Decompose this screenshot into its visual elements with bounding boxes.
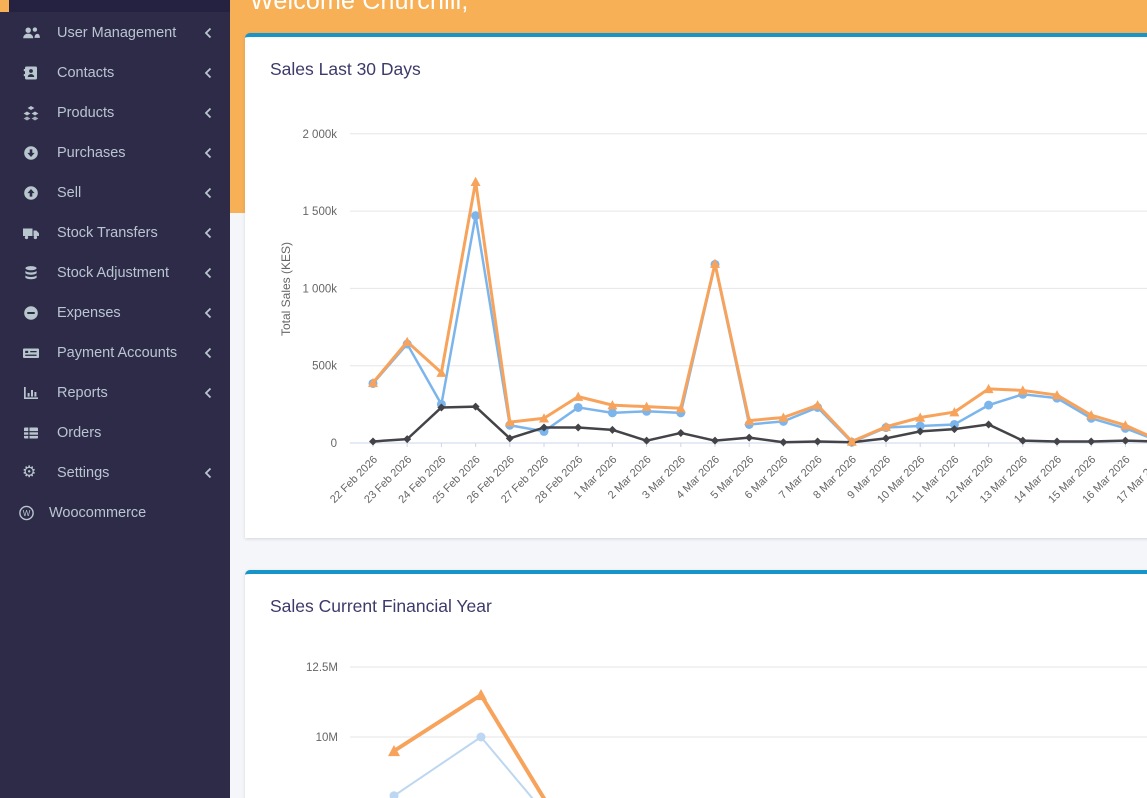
sidebar-item-contacts[interactable]: Contacts (0, 53, 230, 93)
svg-text:1 000k: 1 000k (302, 283, 337, 295)
bar-chart-icon (22, 385, 48, 401)
chevron-left-icon (204, 387, 212, 399)
chevron-left-icon (204, 67, 212, 79)
sidebar-item-label: Stock Adjustment (57, 265, 170, 281)
svg-text:10M: 10M (316, 732, 338, 744)
arrow-circle-up-icon (22, 185, 48, 201)
svg-text:0: 0 (331, 438, 337, 450)
chevron-left-icon (204, 307, 212, 319)
sidebar-item-label: Orders (57, 425, 102, 441)
sidebar-item-user-management[interactable]: User Management (0, 13, 230, 53)
sidebar-item-label: Reports (57, 385, 108, 401)
cubes-icon (22, 105, 48, 121)
svg-text:500k: 500k (312, 361, 337, 373)
database-icon (22, 265, 48, 281)
chevron-left-icon (204, 227, 212, 239)
arrow-circle-down-icon (22, 145, 48, 161)
chevron-left-icon (204, 267, 212, 279)
sidebar-item-label: Settings (57, 465, 110, 481)
minus-circle-icon (22, 305, 48, 321)
sidebar-item-label: Sell (57, 185, 82, 201)
sidebar-item-label: Purchases (57, 145, 126, 161)
sidebar-item-label: Stock Transfers (57, 225, 158, 241)
address-book-icon (22, 65, 48, 81)
card-title: Sales Last 30 Days (270, 59, 421, 79)
sidebar-item-label: Woocommerce (49, 505, 147, 521)
sidebar-item-products[interactable]: Products (0, 93, 230, 133)
chevron-left-icon (204, 467, 212, 479)
welcome-heading: Welcome Churchill, (250, 0, 469, 15)
sidebar-item-label: Payment Accounts (57, 345, 178, 361)
sales-last-30-days-card: Sales Last 30 Days 0 500k 1 000k 1 500k 2 00… (245, 33, 1147, 538)
chevron-left-icon (204, 107, 212, 119)
sales-current-financial-year-card: Sales Current Financial Year 10M12.5MTot… (245, 570, 1147, 798)
wordpress-icon: W (18, 505, 40, 521)
sidebar-item-payment-accounts[interactable]: Payment Accounts (0, 333, 230, 373)
truck-icon (22, 225, 48, 241)
sidebar: User Management Contacts Products Purcha… (0, 0, 230, 798)
svg-text:1 500k: 1 500k (302, 206, 337, 218)
sidebar-item-woocommerce[interactable]: W Woocommerce (0, 493, 230, 533)
sidebar-item-sell[interactable]: Sell (0, 173, 230, 213)
top-navbar-strip (0, 0, 230, 12)
sidebar-item-purchases[interactable]: Purchases (0, 133, 230, 173)
sidebar-item-stock-transfers[interactable]: Stock Transfers (0, 213, 230, 253)
sidebar-item-label: Contacts (57, 65, 115, 81)
chevron-left-icon (204, 27, 212, 39)
sidebar-item-label: Products (57, 105, 115, 121)
card-title: Sales Current Financial Year (270, 596, 492, 616)
money-check-icon (22, 345, 48, 361)
svg-text:12.5M: 12.5M (306, 662, 338, 674)
users-icon (22, 25, 48, 41)
sidebar-item-label: User Management (57, 25, 177, 41)
sidebar-item-expenses[interactable]: Expenses (0, 293, 230, 333)
svg-text:2 000k: 2 000k (302, 129, 337, 141)
chevron-left-icon (204, 347, 212, 359)
sidebar-item-reports[interactable]: Reports (0, 373, 230, 413)
sidebar-item-orders[interactable]: Orders (0, 413, 230, 453)
table-icon (22, 425, 48, 441)
svg-text:Total Sales (KES): Total Sales (KES) (279, 242, 293, 336)
sidebar-item-label: Expenses (57, 305, 121, 321)
sidebar-item-stock-adjustment[interactable]: Stock Adjustment (0, 253, 230, 293)
chevron-left-icon (204, 187, 212, 199)
gear-icon: ⚙ (22, 464, 37, 481)
sidebar-item-settings[interactable]: ⚙ Settings (0, 453, 230, 493)
navbar-logo-notch (0, 0, 9, 12)
main-content: Welcome Churchill, Sales Last 30 Days 0 5… (230, 0, 1147, 798)
svg-text:W: W (23, 509, 31, 518)
chevron-left-icon (204, 147, 212, 159)
